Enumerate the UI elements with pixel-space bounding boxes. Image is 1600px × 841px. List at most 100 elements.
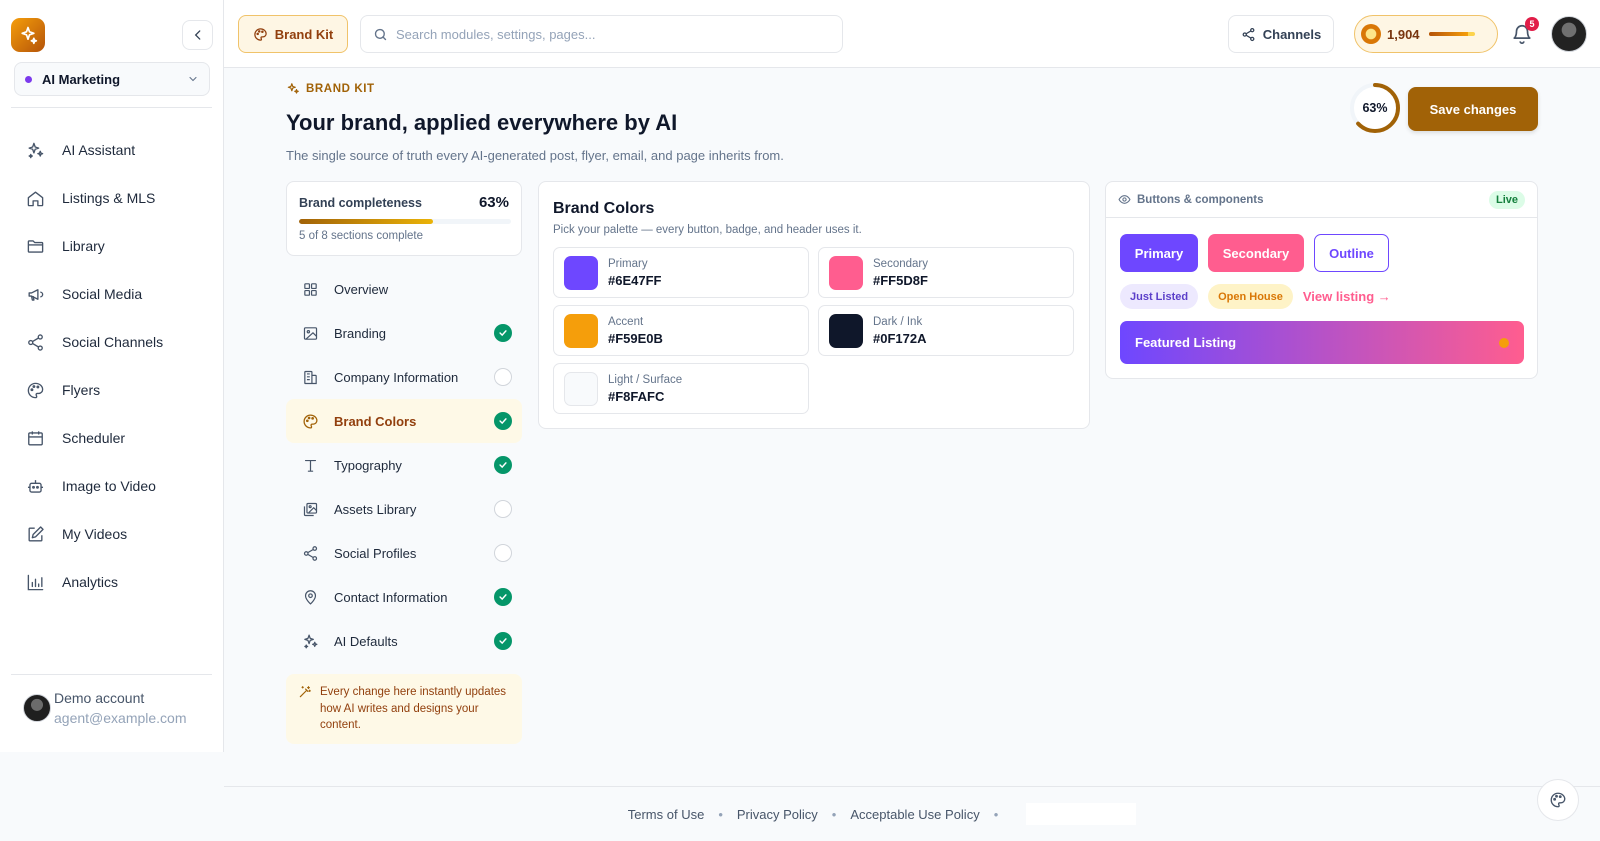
app-logo[interactable] — [11, 18, 45, 52]
color-field-accent[interactable]: Accent #F59E0B — [553, 305, 809, 356]
color-field-light[interactable]: Light / Surface #F8FAFC — [553, 363, 809, 414]
brand-kit-label: Brand Kit — [274, 26, 334, 42]
color-swatch[interactable] — [564, 255, 598, 290]
search-input[interactable] — [396, 26, 796, 42]
color-field-dark[interactable]: Dark / Ink #0F172A — [818, 305, 1074, 356]
footer-blank-slot — [1026, 803, 1137, 825]
account-menu[interactable]: Demo account agent@example.com — [23, 688, 187, 728]
color-swatch[interactable] — [564, 371, 598, 406]
color-swatch[interactable] — [829, 255, 863, 290]
section-typography[interactable]: Typography — [286, 443, 522, 487]
color-name: Dark / Ink — [873, 315, 923, 328]
sidebar-item-listings[interactable]: Listings & MLS — [10, 174, 214, 222]
color-hex[interactable]: #FF5D8F — [873, 272, 928, 288]
account-name: Demo account — [54, 690, 145, 706]
section-branding[interactable]: Branding — [286, 311, 522, 355]
section-ai-defaults[interactable]: AI Defaults — [286, 619, 522, 663]
preview-outline-button[interactable]: Outline — [1314, 234, 1389, 272]
color-swatch[interactable] — [829, 313, 863, 348]
acceptable-use-link[interactable]: Acceptable Use Policy — [850, 806, 980, 822]
sidebar-item-library[interactable]: Library — [10, 222, 214, 270]
color-hex[interactable]: #0F172A — [873, 330, 927, 346]
tip-box: Every change here instantly updates how … — [286, 674, 522, 744]
sidebar-item-ai-assistant[interactable]: AI Assistant — [10, 126, 214, 174]
completeness-label: Brand completeness — [299, 195, 422, 210]
completeness-bar-fill — [299, 219, 433, 224]
sidebar-item-label: Social Channels — [62, 334, 164, 350]
share-icon — [1242, 27, 1255, 41]
sidebar-item-analytics[interactable]: Analytics — [10, 558, 214, 606]
calendar-icon — [28, 430, 43, 446]
section-assets-library[interactable]: Assets Library — [286, 487, 522, 531]
theme-palette-button[interactable] — [1537, 779, 1579, 821]
check-circle-icon — [494, 456, 512, 474]
coin-icon — [1361, 24, 1381, 44]
collapse-sidebar-button[interactable] — [182, 20, 213, 50]
color-hex[interactable]: #F8FAFC — [608, 388, 665, 404]
color-swatch[interactable] — [564, 313, 598, 348]
terms-link[interactable]: Terms of Use — [627, 806, 705, 822]
map-pin-icon — [304, 589, 317, 605]
section-label: Social Profiles — [334, 545, 417, 561]
save-button[interactable]: Save changes — [1408, 87, 1538, 131]
notification-badge: 5 — [1525, 17, 1539, 31]
sidebar-item-label: Image to Video — [62, 478, 156, 494]
search-icon — [374, 28, 387, 40]
components-preview-card: Buttons & components Live Primary Second… — [1105, 181, 1538, 379]
channels-button[interactable]: Channels — [1228, 15, 1334, 53]
palette-icon — [303, 413, 318, 429]
completeness-ring-label: 63% — [1362, 101, 1388, 115]
sidebar-item-label: Analytics — [62, 574, 119, 590]
check-circle-icon — [494, 324, 512, 342]
footer-separator: • — [831, 806, 837, 822]
preview-secondary-button[interactable]: Secondary — [1208, 234, 1304, 272]
credits-bar — [1428, 32, 1475, 36]
completeness-ring-arc — [1350, 83, 1400, 133]
sidebar-divider — [11, 107, 212, 108]
section-brand-colors[interactable]: Brand Colors — [286, 399, 522, 443]
palette-icon — [27, 382, 44, 398]
sidebar-divider — [11, 674, 212, 675]
color-field-secondary[interactable]: Secondary #FF5D8F — [818, 247, 1074, 298]
sidebar-item-my-videos[interactable]: My Videos — [10, 510, 214, 558]
sidebar-item-image-to-video[interactable]: Image to Video — [10, 462, 214, 510]
section-contact-information[interactable]: Contact Information — [286, 575, 522, 619]
view-listing-link[interactable]: View listing → — [1302, 289, 1391, 304]
privacy-link[interactable]: Privacy Policy — [736, 806, 818, 822]
home-icon — [27, 190, 44, 206]
sparkles-icon — [21, 26, 38, 45]
section-label: Branding — [334, 325, 387, 341]
brand-kit-button[interactable]: Brand Kit — [238, 15, 348, 53]
eyebrow-label: BRAND KIT — [306, 83, 375, 95]
sidebar-item-label: Flyers — [62, 382, 101, 398]
completeness-card: Brand completeness 63% 5 of 8 sections c… — [286, 181, 522, 256]
eye-icon — [1118, 195, 1131, 204]
accent-dot — [1499, 337, 1509, 348]
color-hex[interactable]: #6E47FF — [608, 272, 662, 288]
image-icon — [303, 326, 318, 340]
section-overview[interactable]: Overview — [286, 267, 522, 311]
color-name: Light / Surface — [608, 373, 683, 386]
page-subtitle: The single source of truth every AI-gene… — [286, 148, 784, 163]
credits-pill[interactable]: 1,904 — [1354, 15, 1498, 53]
search-box[interactable] — [360, 15, 843, 53]
section-social-profiles[interactable]: Social Profiles — [286, 531, 522, 575]
featured-listing-banner: Featured Listing — [1120, 321, 1524, 364]
sidebar-item-flyers[interactable]: Flyers — [10, 366, 214, 414]
preview-primary-button[interactable]: Primary — [1120, 234, 1198, 272]
workspace-select[interactable]: AI Marketing — [14, 62, 210, 96]
type-icon — [304, 459, 317, 472]
bell-icon[interactable] — [1511, 22, 1533, 46]
brand-colors-subtitle: Pick your palette — every button, badge,… — [553, 224, 862, 236]
section-nav: Overview Branding Company Information Br… — [286, 267, 522, 663]
open-house-badge: Open House — [1208, 284, 1293, 309]
sidebar-item-social-media[interactable]: Social Media — [10, 270, 214, 318]
sparkles-icon — [287, 83, 299, 94]
sidebar-item-social-channels[interactable]: Social Channels — [10, 318, 214, 366]
section-company-information[interactable]: Company Information — [286, 355, 522, 399]
sidebar-item-scheduler[interactable]: Scheduler — [10, 414, 214, 462]
color-field-primary[interactable]: Primary #6E47FF — [553, 247, 809, 298]
color-hex[interactable]: #F59E0B — [608, 330, 663, 346]
chevron-left-icon — [194, 30, 200, 40]
user-avatar[interactable] — [1551, 16, 1587, 52]
